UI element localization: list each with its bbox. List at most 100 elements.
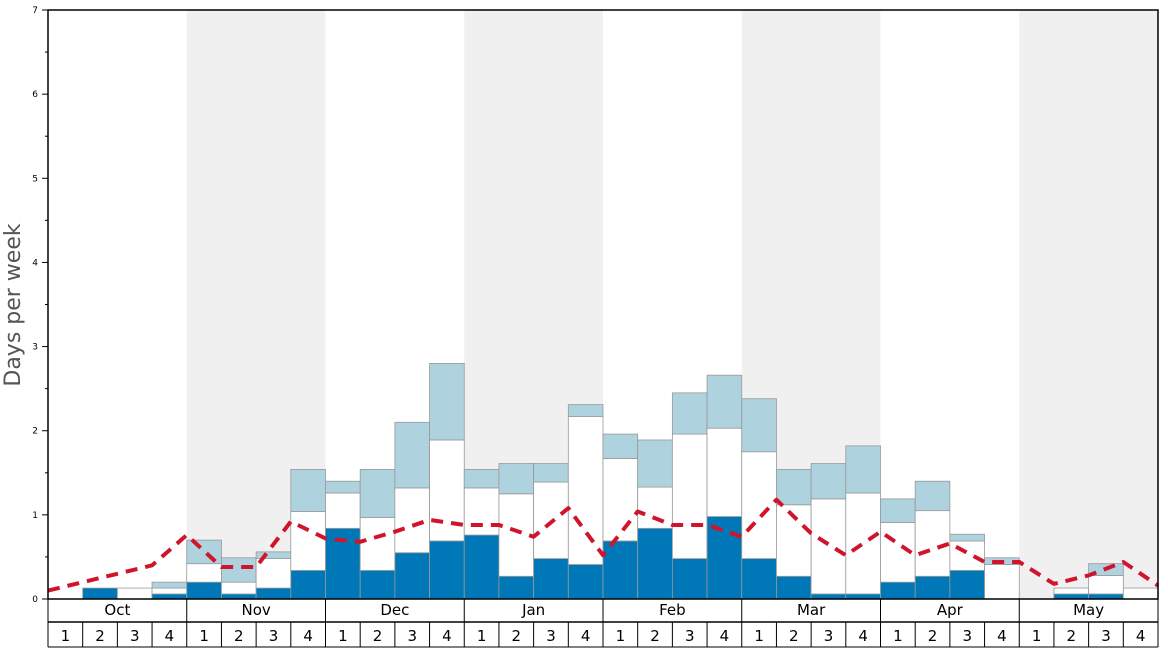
bar-segment-top	[221, 557, 257, 583]
bar-segment-middle	[567, 416, 604, 565]
bar-segment-top	[602, 433, 639, 459]
week-label: 2	[928, 627, 938, 645]
bar-segment-top	[949, 533, 985, 542]
week-label: 3	[546, 627, 556, 645]
bar-segment-bottom	[741, 558, 777, 600]
bar-segment-top	[671, 392, 708, 435]
bar-segment-top	[463, 469, 500, 489]
week-label: 2	[234, 627, 244, 645]
week-label: 3	[407, 627, 417, 645]
week-label: 2	[789, 627, 799, 645]
month-label: Mar	[797, 601, 826, 619]
average-line	[47, 497, 1160, 593]
week-label: 2	[373, 627, 383, 645]
bar-segment-bottom	[637, 527, 673, 600]
bar-segment-top	[359, 469, 396, 518]
bar-segment-top	[290, 469, 326, 512]
week-label: 4	[720, 627, 730, 645]
bar-segment-middle	[221, 581, 257, 595]
bar-segment-middle	[186, 563, 222, 583]
bar-segment-middle	[151, 587, 188, 595]
bar-segment-top	[498, 463, 535, 495]
bar-segment-bottom	[567, 564, 604, 600]
bar-segment-top	[706, 374, 743, 429]
bar-segment-bottom	[429, 540, 465, 600]
bar-segment-middle	[949, 540, 985, 571]
week-label: 4	[858, 627, 868, 645]
bar-segment-bottom	[1053, 593, 1090, 600]
week-label: 2	[512, 627, 522, 645]
bar-layer	[82, 362, 1159, 600]
month-label: Jan	[521, 601, 545, 619]
bar-segment-bottom	[1088, 593, 1124, 600]
week-label: 4	[997, 627, 1007, 645]
week-label: 3	[962, 627, 972, 645]
bar-segment-middle	[637, 486, 673, 529]
week-label: 1	[61, 627, 71, 645]
bar-segment-bottom	[533, 558, 569, 600]
week-label: 4	[581, 627, 591, 645]
y-tick-label: 4	[32, 258, 38, 268]
bar-segment-top	[567, 404, 604, 417]
y-tick-label: 1	[32, 511, 38, 521]
bar-segment-top	[325, 480, 361, 494]
week-label: 3	[269, 627, 279, 645]
bar-segment-middle	[290, 511, 326, 571]
y-tick-label: 2	[32, 427, 38, 437]
bar-segment-middle	[1122, 587, 1159, 600]
week-label: 4	[303, 627, 313, 645]
bar-segment-middle	[325, 492, 361, 529]
month-label: Feb	[659, 601, 686, 619]
y-axis-label: Days per week	[1, 223, 26, 386]
week-label: 3	[1101, 627, 1111, 645]
bar-segment-middle	[394, 487, 430, 554]
bar-segment-bottom	[810, 593, 847, 600]
y-tick-label: 0	[32, 595, 38, 605]
bar-segment-middle	[984, 564, 1020, 600]
bar-segment-bottom	[671, 558, 708, 600]
bar-segment-bottom	[498, 575, 535, 600]
bar-segment-bottom	[255, 587, 292, 600]
bar-segment-bottom	[151, 593, 188, 600]
week-label: 3	[824, 627, 834, 645]
shade-layer	[186, 10, 1158, 599]
bar-segment-bottom	[602, 540, 639, 600]
bar-segment-bottom	[359, 569, 396, 600]
bar-segment-middle	[1053, 587, 1090, 595]
bar-segment-bottom	[290, 569, 326, 600]
bar-segment-bottom	[706, 516, 743, 600]
month-label: Oct	[104, 601, 130, 619]
bar-segment-bottom	[186, 581, 222, 600]
bar-segment-middle	[255, 558, 292, 589]
month-label: Dec	[380, 601, 409, 619]
week-label: 4	[442, 627, 452, 645]
bar-segment-top	[533, 463, 569, 483]
bar-segment-middle	[810, 498, 847, 595]
week-label: 2	[95, 627, 105, 645]
bar-segment-top	[151, 581, 188, 589]
y-tick-label: 5	[32, 174, 38, 184]
bar-segment-top	[845, 445, 881, 494]
bar-segment-bottom	[845, 593, 881, 600]
week-label: 3	[685, 627, 695, 645]
bar-segment-bottom	[949, 569, 985, 600]
line-layer	[47, 497, 1160, 593]
bar-segment-bottom	[221, 593, 257, 600]
week-label: 1	[616, 627, 626, 645]
bar-segment-bottom	[394, 552, 430, 600]
bar-segment-middle	[116, 587, 153, 600]
week-label: 4	[1136, 627, 1146, 645]
week-label: 2	[1067, 627, 1077, 645]
bar-segment-middle	[706, 427, 743, 517]
week-label: 2	[650, 627, 660, 645]
week-label: 1	[338, 627, 348, 645]
month-label: Apr	[937, 601, 964, 619]
bar-segment-top	[914, 480, 951, 512]
week-label: 1	[477, 627, 487, 645]
bar-segment-middle	[845, 492, 881, 595]
bar-segment-top	[880, 498, 916, 523]
week-label: 3	[130, 627, 140, 645]
bar-segment-middle	[741, 451, 777, 560]
bar-segment-top	[776, 469, 812, 506]
